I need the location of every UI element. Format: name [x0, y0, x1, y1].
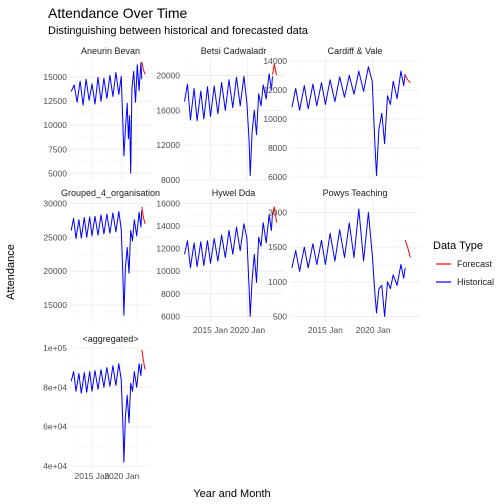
y-tick-label: 12000 — [156, 140, 180, 150]
y-tick-label: 6000 — [161, 311, 180, 321]
x-tick-label: 2020 Jan — [104, 471, 139, 481]
panel-title: Grouped_4_organisation — [61, 188, 160, 198]
legend: Data Type Forecast Historical — [433, 240, 494, 287]
y-tick-label: 10000 — [43, 120, 67, 130]
x-tick-label: 2020 Jan — [230, 325, 265, 335]
panel-title: Aneurin Bevan — [81, 46, 140, 56]
chart-title: Attendance Over Time — [48, 5, 188, 21]
panel-hywel-dda: Hywel Dda 6000 8000 10000 12000 14000 16000 201… — [156, 188, 284, 335]
y-tick-label: 8000 — [161, 289, 180, 299]
y-tick-label: 12000 — [156, 244, 180, 254]
series-forecast-line — [272, 206, 278, 223]
x-axis-label: Year and Month — [193, 488, 270, 500]
y-tick-label: 16000 — [156, 105, 180, 115]
legend-entry-forecast: Forecast — [436, 259, 493, 269]
panel-betsi-cadwaladr: Betsi Cadwaladr 8000 12000 16000 20000 — [156, 46, 284, 185]
y-tick-label: 10000 — [156, 266, 180, 276]
panel-title: Cardiff & Vale — [328, 46, 383, 56]
y-tick-label: 5000 — [48, 168, 67, 178]
panel-cardiff-vale: Cardiff & Vale 6000 8000 10000 12000 14000 — [263, 46, 420, 182]
legend-entries: Forecast Historical — [436, 259, 494, 287]
series-forecast-line — [141, 61, 146, 75]
panel-title: Powys Teaching — [323, 188, 388, 198]
panel-aggregated: <aggregated> 4e+04 6e+04 8e+04 1e+05 2015 Jan… — [43, 334, 151, 481]
y-tick-label: 14000 — [156, 221, 180, 231]
panel-powys-teaching: Powys Teaching 500 1000 1500 2000 2015 Jan 202… — [268, 188, 420, 335]
y-tick-label: 8000 — [161, 175, 180, 185]
facet-panels: Aneurin Bevan 5000 7500 10000 12500 15000 Bets… — [43, 46, 420, 481]
y-tick-label: 12500 — [43, 96, 67, 106]
y-axis-label: Attendance — [5, 244, 17, 300]
series-historical-line — [291, 208, 406, 317]
series-forecast-line — [141, 206, 146, 224]
y-tick-label: 8000 — [268, 143, 287, 153]
y-tick-label: 1e+05 — [43, 343, 67, 353]
y-tick-label: 1500 — [268, 242, 287, 252]
y-tick-label: 6e+04 — [43, 422, 67, 432]
legend-title: Data Type — [433, 240, 483, 252]
legend-entry-historical: Historical — [436, 277, 494, 287]
y-tick-label: 2000 — [268, 207, 287, 217]
y-tick-label: 20000 — [43, 266, 67, 276]
y-tick-label: 14000 — [263, 56, 287, 66]
series-forecast-line — [272, 63, 278, 76]
y-tick-label: 16000 — [156, 198, 180, 208]
series-historical-line — [184, 212, 273, 317]
series-historical-line — [70, 363, 143, 463]
series-forecast-line — [404, 240, 411, 258]
y-tick-label: 20000 — [156, 70, 180, 80]
y-tick-label: 7500 — [48, 144, 67, 154]
panel-title: Betsi Cadwaladr — [201, 46, 267, 56]
series-historical-line — [184, 73, 273, 177]
panel-title: <aggregated> — [82, 334, 138, 344]
y-tick-label: 10000 — [263, 114, 287, 124]
legend-label: Forecast — [457, 259, 493, 269]
panel-aneurin-bevan: Aneurin Bevan 5000 7500 10000 12500 15000 — [43, 46, 151, 180]
x-tick-label: 2015 Jan — [193, 325, 228, 335]
y-tick-label: 6000 — [268, 172, 287, 182]
series-historical-line — [291, 66, 406, 177]
y-tick-label: 30000 — [43, 198, 67, 208]
panel-title: Hywel Dda — [212, 188, 256, 198]
series-forecast-line — [141, 349, 146, 370]
chart-subtitle: Distinguishing between historical and fo… — [48, 25, 309, 37]
x-tick-label: 2020 Jan — [356, 325, 391, 335]
series-historical-line — [70, 210, 143, 316]
x-tick-label: 2015 Jan — [75, 471, 110, 481]
y-tick-label: 25000 — [43, 232, 67, 242]
y-tick-label: 1000 — [268, 277, 287, 287]
panel-grouped-4-organisation: Grouped_4_organisation 15000 20000 25000 300… — [43, 188, 160, 322]
y-tick-label: 500 — [273, 311, 287, 321]
series-historical-line — [70, 62, 143, 174]
legend-label: Historical — [457, 277, 494, 287]
series-forecast-line — [404, 75, 411, 84]
y-tick-label: 12000 — [263, 85, 287, 95]
y-tick-label: 15000 — [43, 300, 67, 310]
y-tick-label: 4e+04 — [43, 461, 67, 471]
y-tick-label: 8e+04 — [43, 382, 67, 392]
y-tick-label: 15000 — [43, 72, 67, 82]
x-tick-label: 2015 Jan — [308, 325, 343, 335]
